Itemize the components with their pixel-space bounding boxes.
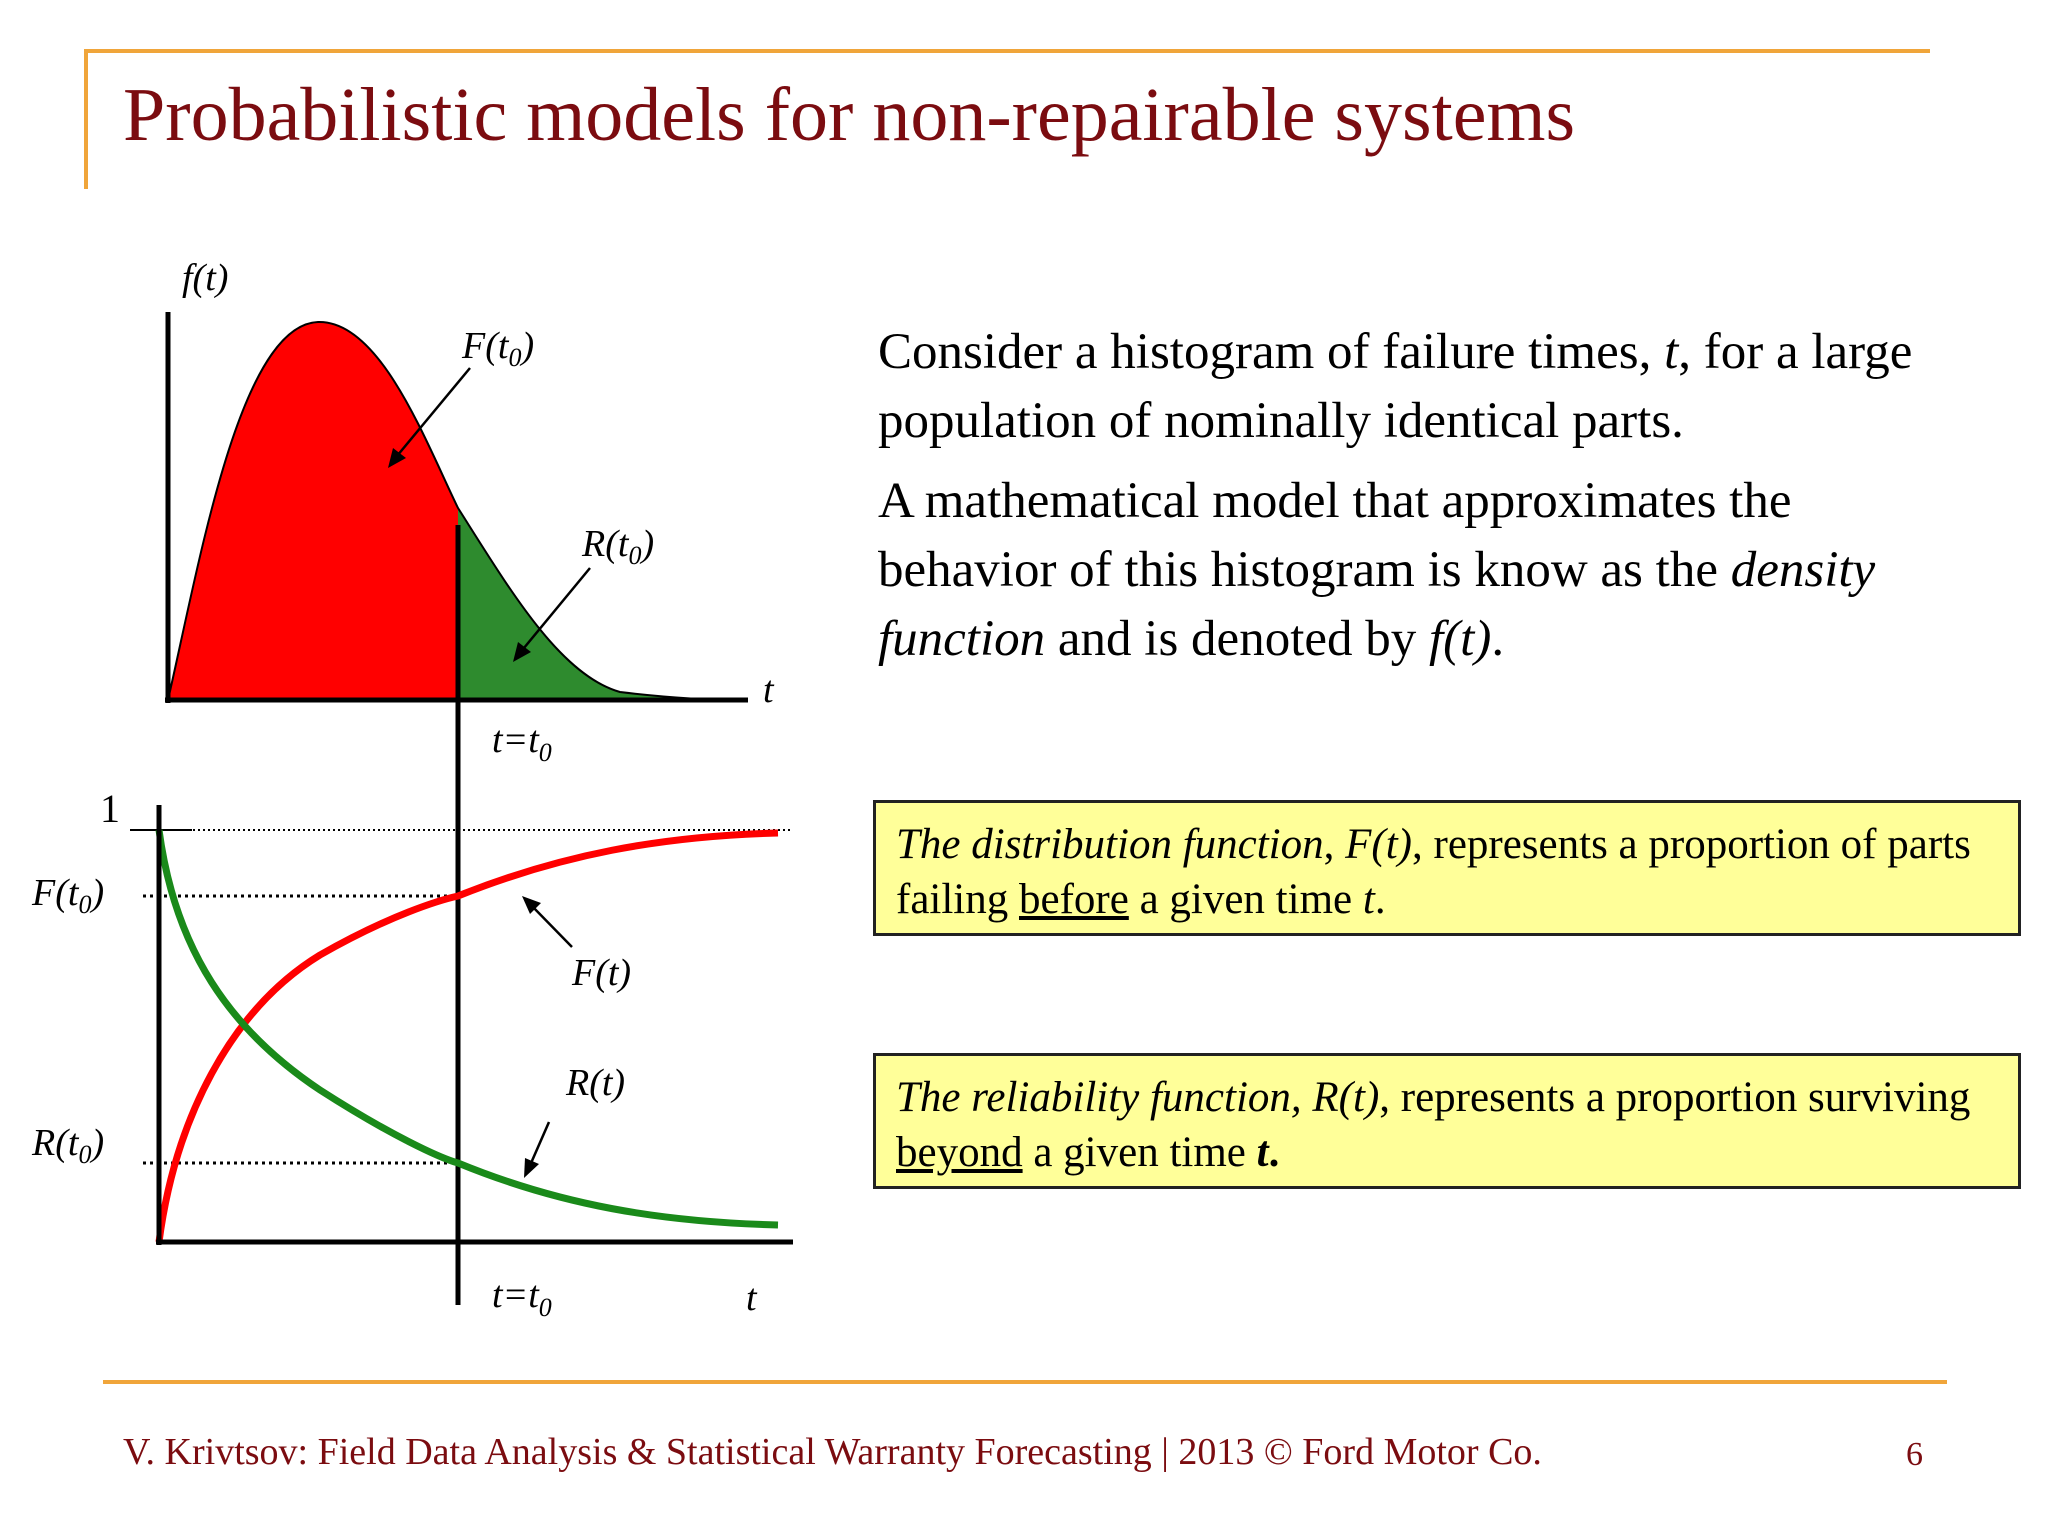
- R-curve-label: R(t): [565, 1062, 625, 1104]
- cdf-x-label: t: [746, 1277, 758, 1319]
- R-t0-axis-label: R(t0): [31, 1122, 104, 1169]
- R-curve: [155, 829, 779, 1229]
- F-curve-arrow: [529, 903, 573, 948]
- page-number: 6: [1906, 1436, 1923, 1473]
- R-t0-arrowhead: [513, 642, 531, 662]
- F-t0-area: [168, 321, 458, 700]
- F-t0-arrow: [391, 367, 471, 463]
- top-rule-left: [84, 49, 88, 189]
- R-t0-area-label: R(t0): [581, 523, 654, 570]
- F-t0-axis-label: F(t0): [31, 872, 104, 919]
- F-curve: [155, 829, 779, 1243]
- intro-paragraph-1: Consider a histogram of failure times, t…: [878, 324, 1913, 449]
- top-rule: [84, 49, 1930, 53]
- footer-text: V. Krivtsov: Field Data Analysis & Stati…: [123, 1431, 1542, 1473]
- density-y-label: f(t): [182, 257, 228, 299]
- intro-paragraph-2: A mathematical model that approximates t…: [878, 473, 1876, 667]
- cdf-t0-label: t=t0: [492, 1274, 552, 1322]
- density-curve: [167, 320, 743, 701]
- page-title: Probabilistic models for non-repairable …: [123, 73, 1576, 157]
- one-label: 1: [100, 786, 120, 831]
- intro-text: Consider a histogram of failure times, t…: [878, 318, 1938, 674]
- F-t0-arrowhead: [388, 448, 406, 468]
- bottom-rule: [103, 1380, 1947, 1384]
- density-t0-label: t=t0: [492, 719, 552, 767]
- distribution-function-box: The distribution function, F(t), represe…: [873, 800, 2021, 936]
- R-t0-arrow: [518, 567, 591, 655]
- R-curve-arrowhead: [524, 1158, 539, 1178]
- F-curve-label: F(t): [571, 952, 631, 994]
- F-t0-area-label: F(t0): [461, 325, 534, 372]
- F-curve-arrowhead: [522, 896, 541, 914]
- density-x-label: t: [763, 669, 775, 711]
- reliability-function-box: The reliability function, R(t), represen…: [873, 1053, 2021, 1189]
